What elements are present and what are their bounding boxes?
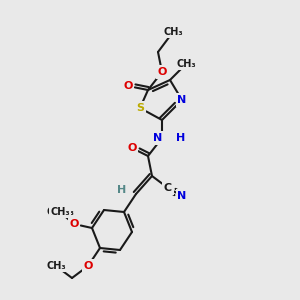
Text: N: N — [177, 191, 187, 201]
Text: N: N — [177, 95, 187, 105]
Text: N: N — [153, 133, 162, 143]
Text: OCH₃: OCH₃ — [46, 207, 74, 217]
Text: O: O — [83, 261, 93, 271]
Text: CH₃: CH₃ — [176, 59, 196, 69]
Text: O: O — [123, 81, 133, 91]
Text: H: H — [176, 133, 185, 143]
Text: C: C — [164, 183, 172, 193]
Text: CH₃: CH₃ — [176, 59, 196, 69]
Text: O: O — [69, 219, 79, 229]
Text: O: O — [127, 143, 137, 153]
Text: CH₃: CH₃ — [46, 261, 66, 271]
Text: S: S — [136, 103, 144, 113]
Text: O: O — [157, 67, 167, 77]
Text: CH₃: CH₃ — [50, 207, 70, 217]
Text: CH₃: CH₃ — [163, 27, 183, 37]
Text: H: H — [117, 185, 127, 195]
